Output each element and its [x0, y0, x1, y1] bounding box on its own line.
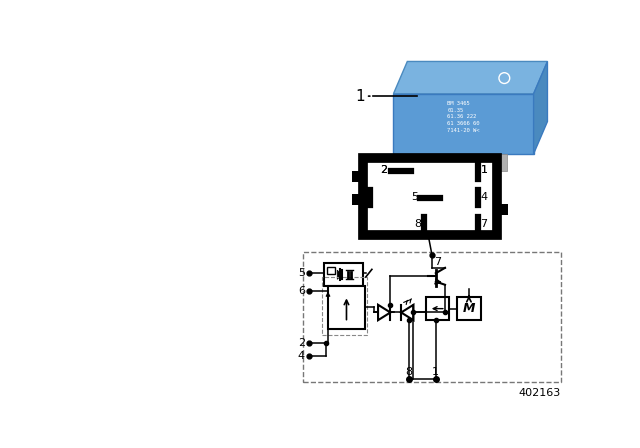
Bar	[447, 154, 458, 171]
Text: 2: 2	[380, 165, 387, 175]
Text: 5: 5	[411, 192, 418, 202]
Text: BM 3465
01.35
61.36 222
61 3666 60
7141-20 W<: BM 3465 01.35 61.36 222 61 3666 60 7141-…	[447, 101, 480, 133]
Bar	[426, 297, 449, 320]
Bar	[322, 277, 367, 335]
Polygon shape	[534, 61, 547, 154]
Text: 8: 8	[405, 367, 412, 377]
Text: 2: 2	[298, 337, 305, 348]
Bar	[497, 154, 508, 171]
Text: 7: 7	[435, 257, 442, 267]
Text: 6: 6	[298, 286, 305, 296]
Bar	[497, 204, 508, 215]
Text: 2: 2	[380, 165, 387, 175]
Bar	[327, 267, 335, 274]
Text: 8: 8	[414, 219, 421, 229]
Bar	[428, 154, 438, 171]
Bar	[324, 263, 363, 286]
Bar	[482, 154, 492, 171]
Text: 1: 1	[432, 367, 439, 377]
Text: 7: 7	[481, 219, 488, 229]
Text: 4: 4	[481, 192, 488, 202]
Bar	[467, 154, 477, 171]
Text: 1: 1	[481, 165, 488, 175]
Bar	[363, 158, 497, 235]
Text: 5: 5	[298, 268, 305, 278]
Text: 402163: 402163	[518, 388, 561, 397]
Text: M: M	[463, 302, 475, 315]
Polygon shape	[394, 61, 547, 94]
Polygon shape	[394, 94, 534, 154]
Bar	[352, 171, 363, 181]
Bar	[328, 286, 365, 329]
Text: 1: 1	[355, 89, 365, 103]
Polygon shape	[337, 270, 342, 280]
Text: 1: 1	[481, 165, 488, 175]
Text: 4: 4	[298, 351, 305, 361]
Bar	[303, 252, 561, 382]
Bar	[352, 194, 363, 205]
Text: 6: 6	[361, 192, 368, 202]
Bar	[456, 297, 481, 320]
Bar	[409, 154, 419, 171]
